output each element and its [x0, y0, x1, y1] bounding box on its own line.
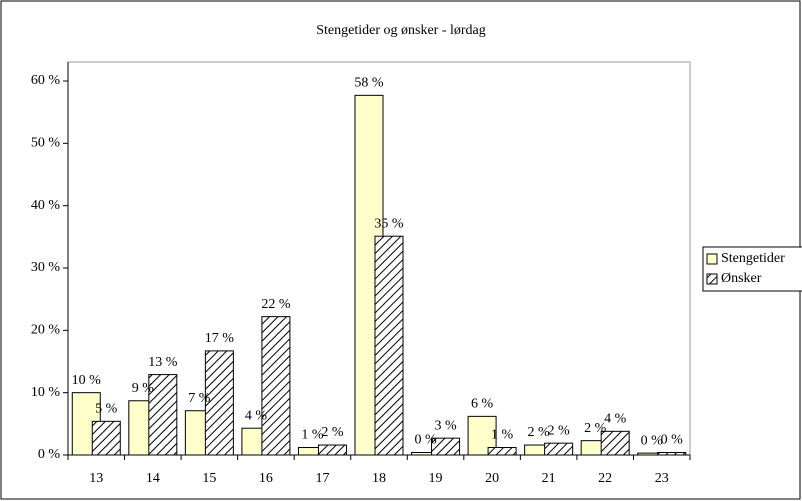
bar: [600, 430, 630, 456]
y-tick-label: 30 %: [31, 260, 61, 275]
value-label: 2 %: [321, 425, 344, 440]
value-label: 13 %: [148, 355, 178, 370]
x-tick-label: 15: [202, 471, 216, 486]
x-tick-label: 21: [542, 471, 556, 486]
value-label: 35 %: [374, 216, 404, 231]
bar: [544, 442, 574, 456]
bar: [657, 452, 687, 456]
value-label: 0 %: [661, 433, 684, 448]
value-label: 17 %: [205, 331, 235, 346]
x-tick-label: 18: [372, 471, 386, 486]
value-label: 4 %: [245, 408, 268, 423]
bar: [204, 350, 234, 456]
value-label: 1 %: [491, 428, 514, 443]
chart-title: Stengetider og ønsker - lørdag: [316, 23, 486, 38]
bar: [317, 444, 347, 456]
value-label: 6 %: [471, 397, 494, 412]
value-label: 4 %: [604, 412, 627, 427]
legend-box: [702, 246, 802, 292]
legend-label: Stengetider: [721, 251, 785, 266]
value-label: 10 %: [72, 373, 102, 388]
x-tick-label: 17: [315, 471, 329, 486]
y-tick-label: 10 %: [31, 385, 61, 400]
x-tick-label: 20: [485, 471, 499, 486]
value-label: 2 %: [528, 425, 551, 440]
value-label: 1 %: [301, 428, 324, 443]
value-label: 0 %: [641, 433, 664, 448]
value-label: 22 %: [261, 297, 291, 312]
y-tick-label: 40 %: [31, 198, 61, 213]
y-tick-label: 20 %: [31, 323, 61, 338]
bar: [374, 235, 404, 456]
y-tick-label: 60 %: [31, 73, 61, 88]
x-tick-label: 14: [146, 471, 160, 486]
legend-swatch: [706, 253, 718, 265]
value-label: 2 %: [548, 423, 571, 438]
value-label: 5 %: [95, 402, 118, 417]
value-label: 9 %: [132, 381, 155, 396]
value-label: 2 %: [584, 421, 607, 436]
x-tick-label: 16: [259, 471, 273, 486]
x-tick-label: 13: [89, 471, 103, 486]
value-label: 58 %: [354, 76, 384, 91]
bar: [91, 420, 121, 456]
x-tick-label: 23: [655, 471, 669, 486]
legend-label: Ønsker: [721, 271, 762, 286]
bar: [431, 437, 461, 456]
bar: [261, 316, 291, 456]
bar: [148, 374, 178, 456]
legend-swatch: [706, 273, 718, 285]
x-tick-label: 19: [429, 471, 443, 486]
bar: [487, 447, 517, 456]
value-label: 3 %: [434, 418, 457, 433]
y-tick-label: 0 %: [38, 447, 61, 462]
y-tick-label: 50 %: [31, 136, 61, 151]
value-label: 0 %: [414, 433, 437, 448]
value-label: 7 %: [188, 391, 211, 406]
x-tick-label: 22: [598, 471, 612, 486]
